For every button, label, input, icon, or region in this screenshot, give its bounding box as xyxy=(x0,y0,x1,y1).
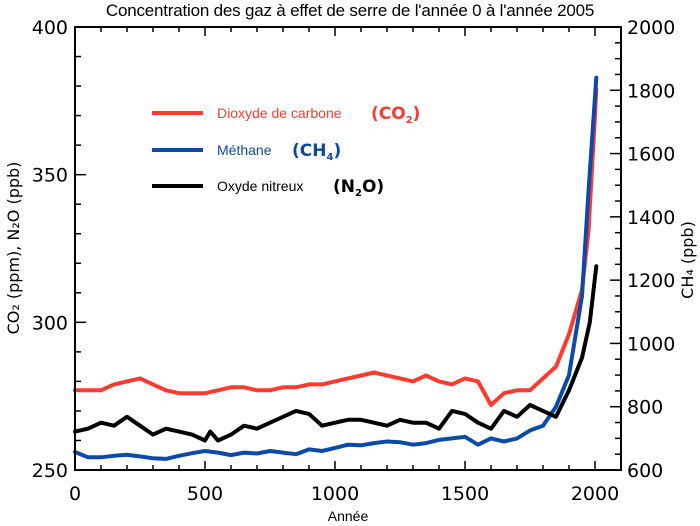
legend-formula-n2o: (N2O) xyxy=(333,177,384,199)
legend-label-co2: Dioxyde de carbone xyxy=(217,105,342,121)
y-left-axis-title: CO₂ (ppm), N₂O (ppb) xyxy=(4,162,23,335)
legend-formula-co2: (CO2) xyxy=(371,104,420,126)
plot-frame xyxy=(74,26,622,471)
y-right-tick-label: 1400 xyxy=(627,207,675,229)
y-right-tick-label: 1600 xyxy=(627,144,675,166)
co2-line xyxy=(73,87,599,407)
y-left-tick-label: 400 xyxy=(32,17,68,39)
y-right-tick-label: 2000 xyxy=(627,17,675,39)
legend-item-co2: Dioxyde de carbone (CO2) xyxy=(152,104,420,126)
y-left-tick-label: 350 xyxy=(32,165,68,187)
x-tick-label: 500 xyxy=(187,483,223,505)
x-tick-label: 1500 xyxy=(441,483,489,505)
x-tick-label: 2000 xyxy=(571,483,619,505)
n2o-line xyxy=(73,264,599,443)
y-left-tick-label: 250 xyxy=(32,460,68,482)
y-right-tick-label: 1200 xyxy=(627,270,675,292)
ch4-line xyxy=(73,75,599,461)
data-lines xyxy=(73,75,599,461)
legend-item-ch4: Méthane (CH4) xyxy=(152,141,341,163)
x-tick-label: 1000 xyxy=(311,483,359,505)
legend-item-n2o: Oxyde nitreux (N2O) xyxy=(152,177,384,199)
y-right-tick-label: 600 xyxy=(627,460,663,482)
legend-formula-ch4: (CH4) xyxy=(292,141,341,163)
x-tick-label: 0 xyxy=(69,483,81,505)
y-right-tick-label: 1000 xyxy=(627,333,675,355)
y-right-tick-label: 800 xyxy=(627,397,663,419)
y-right-tick-label: 1800 xyxy=(627,80,675,102)
y-left-tick-label: 300 xyxy=(32,312,68,334)
x-axis-title: Année xyxy=(328,508,369,524)
legend-label-ch4: Méthane xyxy=(217,142,272,158)
legend-label-n2o: Oxyde nitreux xyxy=(217,178,303,194)
chart-title: Concentration des gaz à effet de serre d… xyxy=(105,1,595,20)
legend: Dioxyde de carbone (CO2) Méthane (CH4) O… xyxy=(152,104,420,199)
y-right-axis-title: CH₄ (ppb) xyxy=(678,221,697,299)
tick-labels: 0 500 1000 1500 2000 250 300 350 400 600 800 1000 12… xyxy=(32,17,676,505)
axis-ticks xyxy=(74,26,622,471)
